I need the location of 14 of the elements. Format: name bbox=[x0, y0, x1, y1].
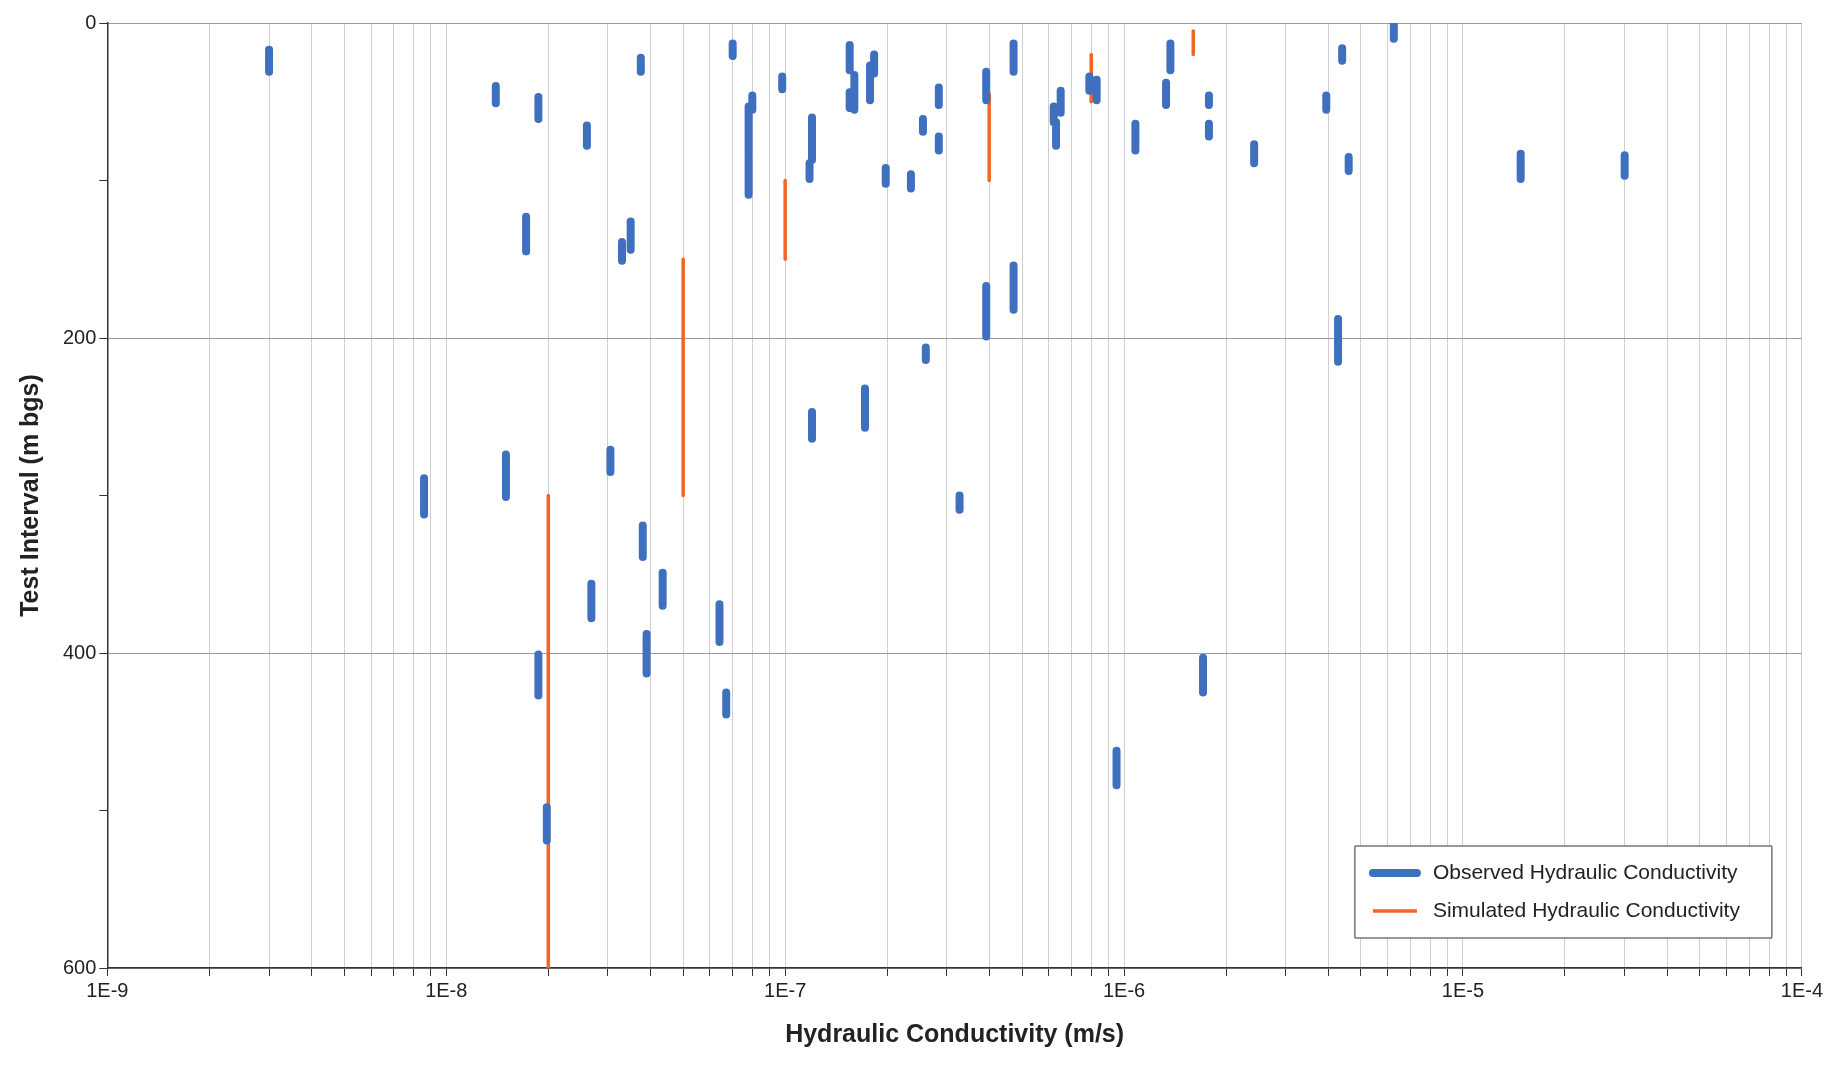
x-tick-label: 1E-5 bbox=[1441, 978, 1485, 1001]
y-tick-label: 200 bbox=[62, 325, 97, 348]
y-tick-label: 0 bbox=[85, 10, 97, 33]
x-tick-label: 1E-9 bbox=[86, 978, 129, 1001]
x-tick-label: 1E-4 bbox=[1780, 978, 1823, 1001]
y-tick-label: 600 bbox=[62, 955, 97, 978]
y-tick-label: 400 bbox=[62, 640, 97, 663]
legend-label: Observed Hydraulic Conductivity bbox=[1432, 859, 1739, 883]
x-tick-label: 1E-7 bbox=[764, 978, 807, 1001]
legend-label: Simulated Hydraulic Conductivity bbox=[1432, 897, 1741, 921]
x-axis-title: Hydraulic Conductivity (m/s) bbox=[785, 1018, 1125, 1047]
x-tick-label: 1E-8 bbox=[425, 978, 468, 1001]
x-tick-label: 1E-6 bbox=[1102, 978, 1146, 1001]
y-axis-title: Test Interval (m bgs) bbox=[14, 374, 43, 617]
